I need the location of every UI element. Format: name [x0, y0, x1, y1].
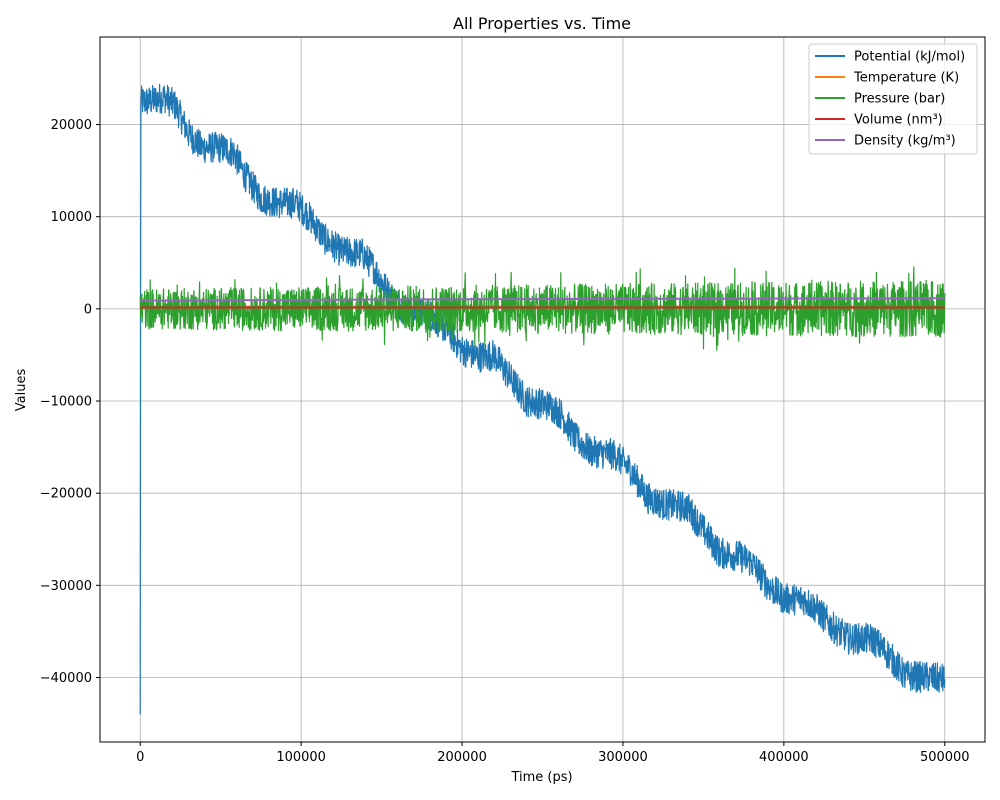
x-tick-label: 100000 — [276, 750, 326, 765]
x-tick-label: 300000 — [598, 750, 648, 765]
x-tick-label: 400000 — [759, 750, 809, 765]
y-tick-label: −10000 — [40, 395, 92, 410]
x-tick-label: 200000 — [437, 750, 487, 765]
y-tick-label: 0 — [84, 302, 92, 317]
series-line-2 — [139, 266, 946, 351]
x-axis-label: Time (ps) — [510, 770, 572, 785]
legend: Potential (kJ/mol) Temperature (K) Pressur… — [808, 43, 978, 155]
legend-label: Temperature (K) — [853, 71, 959, 86]
legend-label: Density (kg/m³) — [854, 134, 956, 149]
series-line-4 — [140, 297, 945, 302]
plot-frame — [99, 36, 986, 743]
legend-label: Potential (kJ/mol) — [854, 50, 965, 65]
legend-label: Pressure (bar) — [854, 92, 945, 107]
legend-label: Volume (nm³) — [854, 113, 943, 128]
x-tick-label: 500000 — [920, 750, 970, 765]
series-layer — [139, 83, 946, 715]
y-axis-label: Values — [14, 369, 29, 412]
x-tick-label: 0 — [136, 750, 144, 765]
y-tick-label: −30000 — [40, 579, 92, 594]
series-line-0 — [139, 83, 946, 715]
y-tick-label: −20000 — [40, 487, 92, 502]
y-tick-label: −40000 — [40, 671, 92, 686]
tick-layer: 0 100000 200000 300000 400000 500000−40000−30… — [40, 118, 970, 765]
chart-title: All Properties vs. Time — [453, 14, 631, 33]
y-tick-label: 20000 — [51, 118, 92, 133]
legend-box — [808, 43, 978, 155]
y-tick-label: 10000 — [51, 210, 92, 225]
